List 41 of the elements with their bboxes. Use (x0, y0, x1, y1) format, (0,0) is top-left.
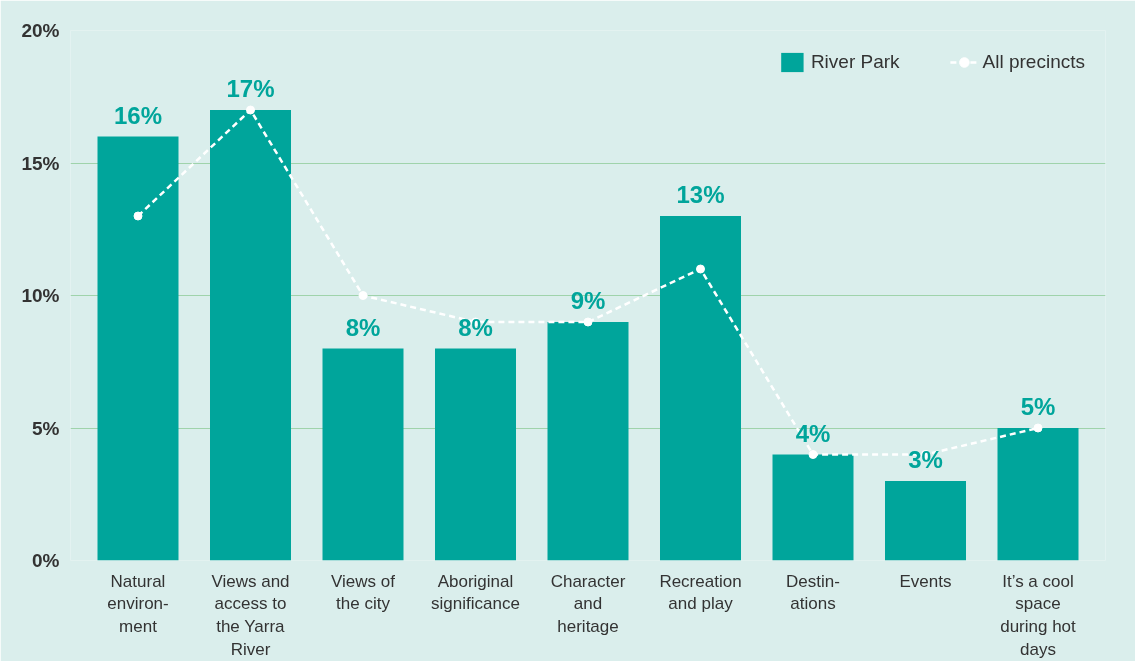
data-label: 16% (113, 101, 163, 129)
point (1033, 423, 1043, 433)
bar (547, 322, 629, 561)
point (133, 211, 143, 221)
data-label: 3% (908, 446, 943, 473)
bar (885, 481, 966, 561)
x-tick-label: Aboriginal significance (431, 571, 520, 614)
bar (322, 348, 404, 561)
bar (97, 136, 179, 561)
bar (997, 428, 1079, 561)
x-tick-label: Recreation and play (659, 571, 742, 614)
x-tick-label: Natural environ- ment (107, 571, 169, 637)
x-tick-label: Destin- ations (786, 571, 840, 614)
legend-label: River Park (810, 51, 900, 73)
x-tick-label: Views of the city (331, 571, 396, 614)
data-label: 13% (676, 181, 725, 208)
data-label: 4% (795, 419, 831, 447)
x-tick-label: Events (899, 571, 952, 591)
bar (660, 216, 741, 561)
y-tick-label: 5% (32, 417, 60, 439)
x-tick-label: Character and heritage (550, 571, 626, 637)
data-label: 8% (458, 313, 493, 341)
bar (435, 348, 516, 561)
y-tick-label: 0% (32, 550, 60, 571)
point (583, 317, 593, 327)
y-tick-label: 10% (21, 285, 60, 306)
point (246, 105, 255, 115)
point (696, 264, 705, 274)
point (358, 291, 368, 300)
bar (772, 454, 854, 561)
data-label: 5% (1020, 393, 1056, 420)
bar (210, 110, 291, 561)
data-label: 17% (226, 75, 275, 102)
x-tick-label: Views and access to the Yarra River (211, 571, 290, 659)
x-tick-label: It’s a cool space during hot days (1000, 571, 1077, 659)
data-label: 9% (570, 287, 606, 314)
point (808, 450, 818, 459)
y-tick-label: 20% (21, 20, 60, 41)
legend-label: All precincts (982, 51, 1085, 73)
data-label: 8% (345, 313, 381, 341)
y-tick-label: 15% (21, 152, 60, 174)
